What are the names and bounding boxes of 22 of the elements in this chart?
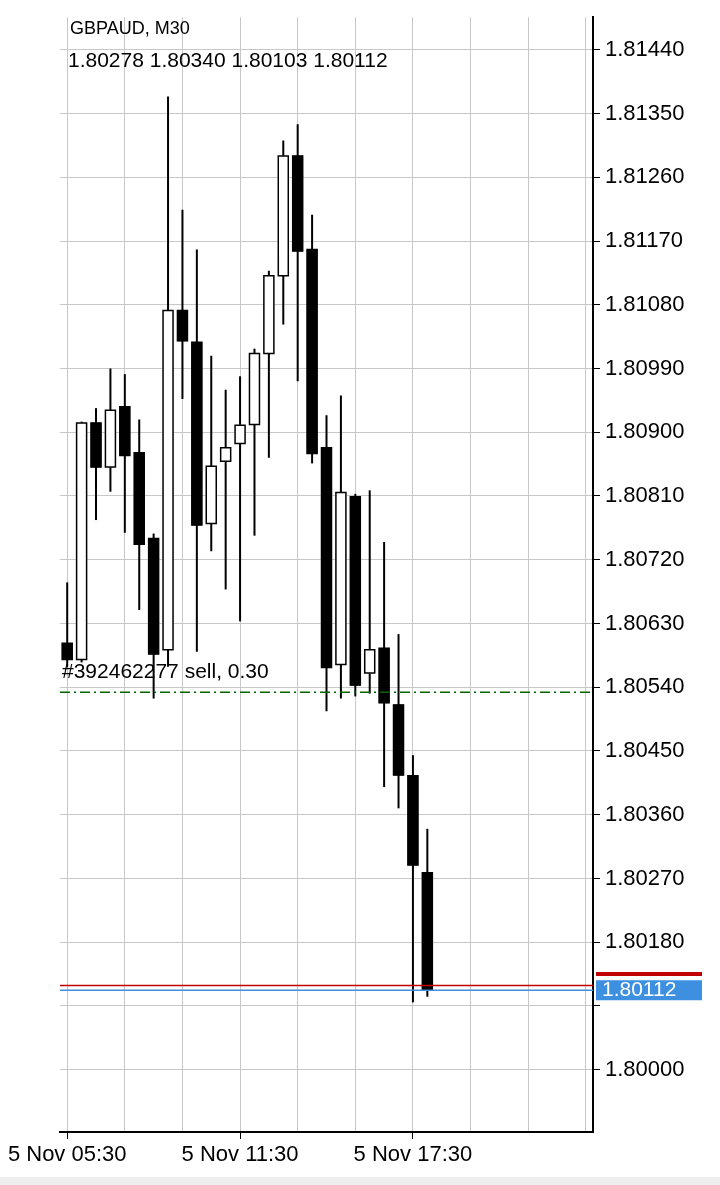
y-tick-label: 1.80180	[605, 928, 685, 954]
y-tick-label: 1.80450	[605, 737, 685, 763]
y-tick-label: 1.80900	[605, 418, 685, 444]
y-tick-label: 1.81350	[605, 99, 685, 125]
y-tick-label: 1.80360	[605, 800, 685, 826]
x-tick-label: 5 Nov 11:30	[181, 1141, 299, 1167]
annotation: 1.80278 1.80340 1.80103 1.80112	[68, 48, 388, 72]
y-tick-label: 1.80270	[605, 864, 685, 890]
y-tick-label: 1.81260	[605, 163, 685, 189]
ref-line-label: 1.80112	[602, 977, 677, 1001]
x-tick-label: 5 Nov 05:30	[7, 1141, 127, 1167]
chart-title: GBPAUD, M30	[70, 17, 190, 38]
y-tick-label: 1.80540	[605, 673, 685, 699]
y-tick-label: 1.81170	[605, 227, 683, 253]
y-tick-label: 1.81440	[605, 35, 685, 61]
y-tick-label: 1.80720	[605, 545, 685, 571]
y-tick-label: 1.80000	[605, 1055, 685, 1081]
x-tick-label: 5 Nov 17:30	[353, 1141, 473, 1167]
y-tick-label: 1.80630	[605, 609, 685, 635]
y-tick-label: 1.81080	[605, 290, 685, 316]
y-tick-label: 1.80810	[605, 482, 685, 508]
y-tick-label: 1.80990	[605, 354, 685, 380]
